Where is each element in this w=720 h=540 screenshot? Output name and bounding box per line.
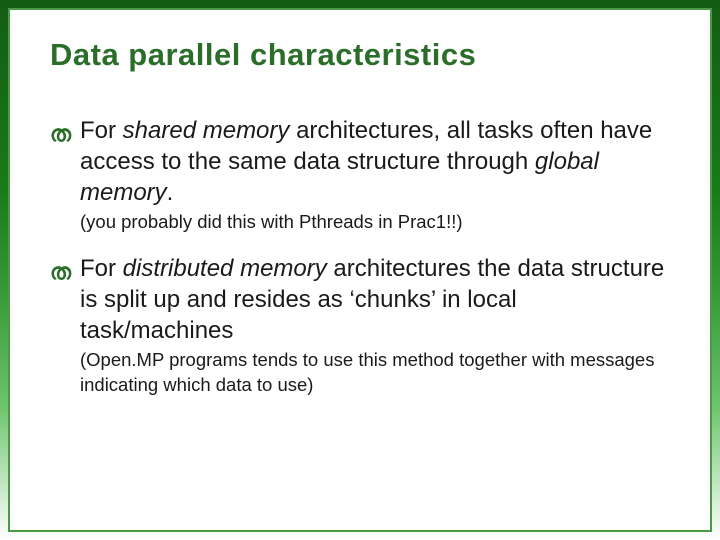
bullet-glyph-icon: ത [50,120,71,148]
slide-title: Data parallel characteristics [50,38,670,72]
bullet-text-italic: shared memory [123,117,290,144]
bullet-text-prefix: For [80,255,123,282]
bullet-sub-text: (you probably did this with Pthreads in … [50,210,670,234]
bullet-main-text: ത For distributed memory architectures t… [50,254,670,346]
bullet-sub-text: (Open.MP programs tends to use this meth… [50,348,670,396]
bullet-item: ത For distributed memory architectures t… [50,254,670,396]
slide-outer-frame: Data parallel characteristics ത For shar… [0,0,720,540]
slide-content: Data parallel characteristics ത For shar… [16,16,704,524]
bullet-text-suffix: . [167,179,174,206]
bullet-item: ത For shared memory architectures, all t… [50,116,670,234]
bullet-glyph-icon: ത [50,258,71,286]
bullet-text-italic: distributed memory [123,255,327,282]
bullet-text-prefix: For [80,117,123,144]
slide-inner-border: Data parallel characteristics ത For shar… [8,8,712,532]
bullet-main-text: ത For shared memory architectures, all t… [50,116,670,208]
